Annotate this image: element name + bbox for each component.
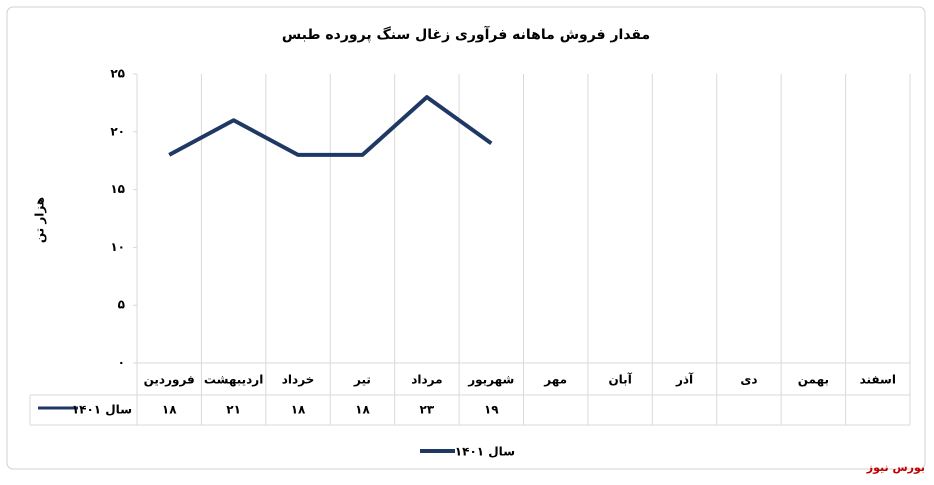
table-value: ۱۸ [291,403,306,417]
chart-title: مقدار فروش ماهانه فرآوری زغال سنگ پرورده… [282,25,650,43]
x-tick-label: مرداد [411,373,442,387]
y-tick-label: ۲۵ [110,67,125,81]
table-value: ۱۸ [162,403,177,417]
y-axis-label: هزار تن [33,197,47,243]
x-tick-label: آذر [675,372,694,387]
x-tick-label: فروردین [144,373,195,388]
x-tick-label: آبان [608,372,632,387]
chart-frame [6,6,926,470]
x-tick-label: اردیبهشت [204,373,263,387]
x-tick-label: مهر [543,373,567,387]
source: بورس نیوز [866,461,925,474]
table-value: ۲۱ [226,403,241,417]
x-tick-label: شهریور [467,373,514,388]
legend-label: سال ۱۴۰۱ [455,445,515,459]
x-tick-label: بهمن [798,373,829,387]
y-tick-label: ۲۰ [110,124,125,138]
table-value: ۲۳ [420,403,435,417]
table-series-name: سال ۱۴۰۱ [72,403,132,417]
table-value: ۱۸ [355,403,370,417]
y-tick-label: ۵ [118,298,125,312]
y-tick-label: ۱۰ [110,240,125,254]
series-line [168,95,493,157]
x-tick-label: دی [740,373,757,387]
x-tick-label: تیر [353,373,371,387]
y-tick-label: ۰ [118,356,125,370]
table-value: ۱۹ [484,403,499,417]
x-tick-label: اسفند [860,373,896,387]
x-tick-label: خرداد [282,373,315,387]
y-tick-label: ۱۵ [110,182,125,196]
